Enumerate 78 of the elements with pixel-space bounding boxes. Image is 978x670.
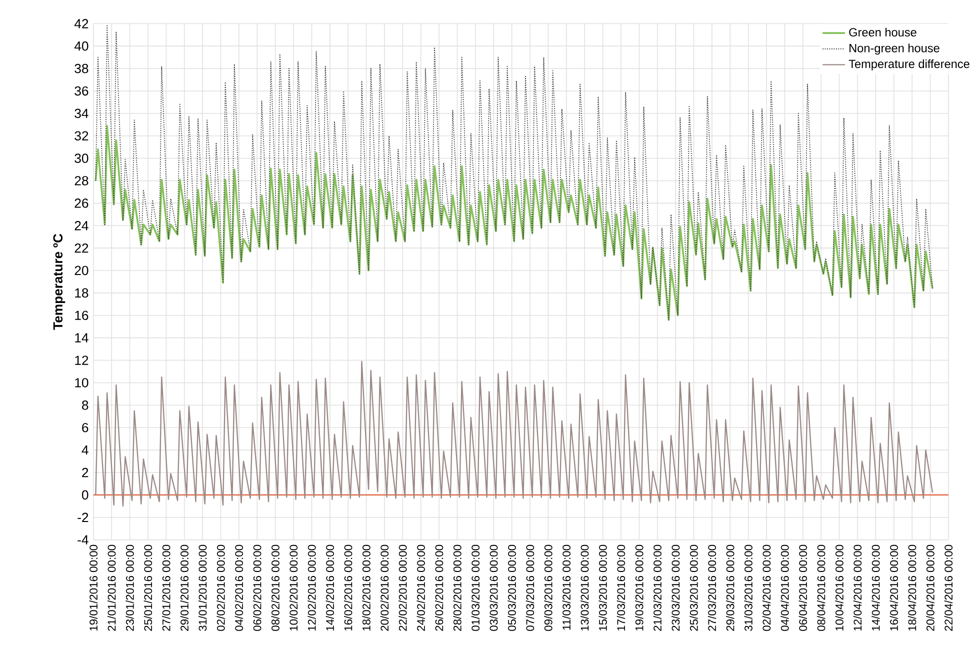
x-tick-label: 27/03/2016 00:00 [708,544,716,631]
y-tick-label: -4 [78,535,88,544]
x-tick-label: 12/04/2016 00:00 [853,544,862,631]
y-tick-label: 30 [74,154,88,164]
x-tick-label: 14/04/2016 00:00 [872,544,880,631]
x-tick-label: 02/04/2016 00:00 [762,544,771,632]
x-tick-label: 22/04/2016 00:00 [944,544,953,631]
x-tick-label: 16/04/2016 00:00 [890,544,898,631]
y-tick-label: 4 [82,446,88,455]
x-tick-label: 04/02/2016 00:00 [234,544,244,632]
y-tick-label: 32 [74,131,88,141]
x-tick-label: 13/03/2016 00:00 [580,544,589,631]
y-axis-title: Temperature ºC [53,234,66,330]
x-tick-label: 08/02/2016 00:00 [271,544,280,632]
y-tick-label: 40 [74,42,88,51]
x-tick-label: 12/02/2016 00:00 [308,544,316,631]
x-tick-label: 25/03/2016 00:00 [690,544,698,631]
x-tick-label: 19/01/2016 00:00 [89,544,98,631]
x-tick-label: 17/03/2016 00:00 [616,544,626,631]
x-tick-label: 18/04/2016 00:00 [908,544,916,631]
x-tick-label: 24/02/2016 00:00 [416,544,425,631]
x-tick-label: 01/03/2016 00:00 [471,544,480,632]
y-tick-label: 14 [75,333,88,342]
x-tick-label: 19/03/2016 00:00 [635,544,644,631]
y-tick-label: 28 [74,176,88,186]
x-tick-label: 16/02/2016 00:00 [344,544,352,631]
x-tick-label: 29/01/2016 00:00 [180,544,188,631]
x-tick-label: 18/02/2016 00:00 [362,544,370,631]
x-tick-label: 08/04/2016 00:00 [817,544,826,632]
x-tick-label: 21/01/2016 00:00 [107,544,116,631]
x-tick-label: 23/01/2016 00:00 [126,544,134,631]
y-tick-label: 2 [82,468,88,478]
x-tick-label: 14/02/2016 00:00 [326,544,334,631]
y-tick-label: 6 [82,423,88,432]
x-tick-label: 27/01/2016 00:00 [162,544,170,631]
y-tick-label: 12 [75,356,88,365]
x-tick-label: 10/04/2016 00:00 [835,544,844,631]
line-series [95,360,934,507]
x-tick-label: 28/02/2016 00:00 [453,544,462,631]
y-tick-label: 22 [74,244,88,253]
y-tick-label: 42 [74,19,88,28]
x-tick-label: 21/03/2016 00:00 [653,544,662,631]
x-tick-label: 05/03/2016 00:00 [508,544,516,632]
y-tick-label: 8 [82,400,88,410]
y-tick-label: 18 [75,288,88,298]
y-tick-label: 38 [74,64,88,74]
x-tick-label: 23/03/2016 00:00 [671,544,680,631]
y-tick-label: 24 [74,221,88,230]
x-tick-label: 25/01/2016 00:00 [144,544,152,631]
x-tick-label: 09/03/2016 00:00 [544,544,552,632]
y-tick-label: 26 [74,198,88,208]
legend-label: Non-green house [850,44,940,55]
x-tick-label: 26/02/2016 00:00 [434,544,444,631]
x-tick-label: 20/02/2016 00:00 [380,544,389,631]
x-tick-label: 02/02/2016 00:00 [216,544,225,632]
x-tick-label: 04/04/2016 00:00 [780,544,789,632]
y-tick-label: 0 [82,490,88,500]
legend-label: Temperature difference [848,59,970,71]
x-tick-label: 07/03/2016 00:00 [526,544,534,632]
legend-label: Green house [849,28,916,37]
x-tick-label: 03/03/2016 00:00 [490,544,498,632]
y-tick-label: 36 [74,86,88,96]
x-tick-label: 11/03/2016 00:00 [562,544,571,630]
x-tick-label: 10/02/2016 00:00 [289,544,298,631]
y-tick-label: 34 [74,108,88,118]
x-tick-label: 31/03/2016 00:00 [744,544,752,632]
y-tick-label: 16 [75,310,88,320]
x-tick-label: 31/01/2016 00:00 [198,544,207,632]
x-tick-label: 06/04/2016 00:00 [798,544,808,632]
line-series [94,124,934,321]
y-tick-label: 10 [75,378,88,388]
y-tick-label: 20 [74,266,88,276]
x-tick-label: 15/03/2016 00:00 [598,544,607,631]
x-tick-label: 06/02/2016 00:00 [253,544,262,632]
x-tick-label: 22/02/2016 00:00 [398,544,407,631]
y-tick-label: -2 [78,512,88,522]
x-tick-label: 29/03/2016 00:00 [726,544,734,631]
x-tick-label: 20/04/2016 00:00 [926,544,934,631]
